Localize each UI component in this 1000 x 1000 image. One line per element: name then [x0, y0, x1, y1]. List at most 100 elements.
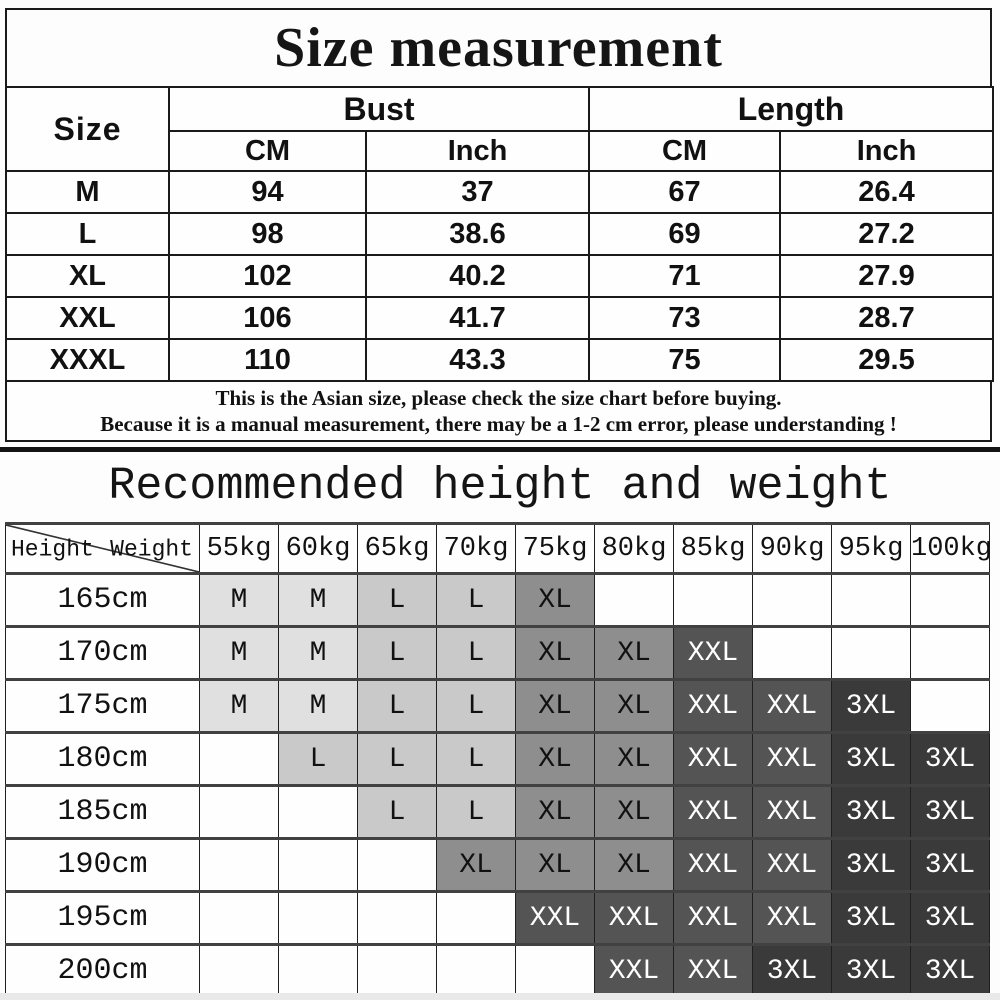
size-recommendation-cell: M — [278, 572, 358, 628]
size-table: Size Bust Length CM Inch CM Inch M 94 37 67… — [5, 86, 995, 382]
matrix-row: 165cm M M L L XL — [5, 572, 990, 628]
size-recommendation-cell: XXL — [673, 731, 753, 787]
bust-cm-header: CM — [168, 130, 367, 172]
empty-cell — [515, 943, 595, 999]
measurement-value: 37 — [364, 170, 591, 214]
empty-cell — [357, 943, 437, 999]
size-recommendation-cell: L — [357, 678, 437, 734]
measurement-value: 40.2 — [364, 254, 591, 298]
height-header-cell: 165cm — [5, 572, 200, 628]
size-recommendation-cell: L — [357, 572, 437, 628]
size-recommendation-cell: XL — [515, 731, 595, 787]
measurement-value: 69 — [588, 212, 782, 256]
matrix-row: 195cm XXL XXL XXL XXL 3XL 3XL — [5, 890, 990, 946]
empty-cell — [278, 784, 358, 840]
size-recommendation-cell: XXL — [752, 678, 832, 734]
size-recommendation-cell: M — [278, 625, 358, 681]
size-recommendation-cell: XXL — [752, 890, 832, 946]
size-recommendation-cell: XL — [436, 837, 516, 893]
weight-axis-label: Weight — [110, 535, 193, 562]
size-recommendation-cell: M — [199, 572, 279, 628]
recommend-title: Recommended height and weight — [108, 461, 892, 512]
size-recommendation-cell: XL — [515, 572, 595, 628]
empty-cell — [278, 837, 358, 893]
size-table-body: M 94 37 67 26.4 L 98 38.6 69 27.2 XL 102 40.2 71 27.9 X… — [5, 170, 995, 382]
size-recommendation-cell: XXL — [594, 943, 674, 999]
size-table-row: XXXL 110 43.3 75 29.5 — [5, 338, 995, 382]
empty-cell — [199, 837, 279, 893]
size-recommendation-cell: 3XL — [831, 943, 911, 999]
size-recommendation-cell: 3XL — [910, 731, 990, 787]
empty-cell — [594, 572, 674, 628]
size-recommendation-cell: XXL — [673, 784, 753, 840]
size-table-row: M 94 37 67 26.4 — [5, 170, 995, 214]
size-recommendation-cell: L — [436, 731, 516, 787]
size-table-row: XXL 106 41.7 73 28.7 — [5, 296, 995, 340]
measurement-value: 73 — [588, 296, 782, 340]
title-box: Size measurement — [5, 8, 992, 88]
corner-cell: Height Weight — [5, 522, 200, 575]
size-recommendation-cell: XXL — [673, 625, 753, 681]
size-recommendation-cell: 3XL — [831, 731, 911, 787]
size-recommendation-cell: 3XL — [831, 837, 911, 893]
height-header-cell: 190cm — [5, 837, 200, 893]
measurement-value: 41.7 — [364, 296, 591, 340]
empty-cell — [199, 784, 279, 840]
size-recommendation-cell: M — [278, 678, 358, 734]
length-group-header: Length — [588, 86, 995, 132]
size-row-label: XL — [5, 254, 170, 298]
size-recommendation-cell: XXL — [752, 784, 832, 840]
size-recommendation-cell: XXL — [673, 943, 753, 999]
measurement-value: 27.9 — [779, 254, 995, 298]
size-recommendation-cell: XXL — [515, 890, 595, 946]
size-recommendation-cell: M — [199, 625, 279, 681]
note-line-2: Because it is a manual measurement, ther… — [100, 412, 897, 436]
note-box: This is the Asian size, please check the… — [5, 380, 992, 442]
size-recommendation-cell: 3XL — [910, 943, 990, 999]
size-table-group-header-row: Size Bust Length — [5, 86, 995, 172]
size-recommendation-cell: 3XL — [910, 837, 990, 893]
weight-header-cell: 95kg — [831, 522, 911, 575]
empty-cell — [910, 678, 990, 734]
measurement-value: 110 — [168, 338, 367, 382]
height-weight-matrix: Height Weight 55kg 60kg 65kg 70kg 75kg 80kg 85… — [5, 522, 992, 999]
measurement-value: 26.4 — [779, 170, 995, 214]
section-divider — [0, 447, 1000, 452]
size-recommendation-cell: 3XL — [831, 678, 911, 734]
size-recommendation-cell: XXL — [673, 890, 753, 946]
size-recommendation-cell: L — [436, 678, 516, 734]
size-recommendation-cell: L — [278, 731, 358, 787]
size-recommendation-cell: L — [357, 625, 437, 681]
measurement-value: 43.3 — [364, 338, 591, 382]
height-header-cell: 170cm — [5, 625, 200, 681]
size-recommendation-cell: L — [357, 784, 437, 840]
height-header-cell: 185cm — [5, 784, 200, 840]
size-recommendation-cell: XXL — [673, 837, 753, 893]
weight-header-cell: 65kg — [357, 522, 437, 575]
measurement-value: 67 — [588, 170, 782, 214]
weight-header-cell: 100kg — [910, 522, 992, 575]
size-recommendation-cell: XL — [594, 678, 674, 734]
height-header-cell: 200cm — [5, 943, 200, 999]
weight-header-cell: 85kg — [673, 522, 753, 575]
empty-cell — [752, 572, 832, 628]
empty-cell — [831, 625, 911, 681]
size-recommendation-cell: L — [436, 784, 516, 840]
size-row-label: L — [5, 212, 170, 256]
weight-header-cell: 80kg — [594, 522, 674, 575]
size-recommendation-cell: 3XL — [831, 890, 911, 946]
size-recommendation-cell: XL — [515, 784, 595, 840]
size-recommendation-cell: XXL — [673, 678, 753, 734]
size-recommendation-cell: XL — [515, 625, 595, 681]
weight-header-cell: 70kg — [436, 522, 516, 575]
size-recommendation-cell: 3XL — [831, 784, 911, 840]
size-recommendation-cell: XL — [594, 731, 674, 787]
size-recommendation-cell: L — [357, 731, 437, 787]
size-recommendation-cell: XL — [515, 837, 595, 893]
empty-cell — [199, 731, 279, 787]
size-table-row: L 98 38.6 69 27.2 — [5, 212, 995, 256]
bottom-strip — [0, 993, 1000, 1000]
weight-header-cell: 75kg — [515, 522, 595, 575]
matrix-row: 175cm M M L L XL XL XXL XXL 3XL — [5, 678, 990, 734]
matrix-row: 170cm M M L L XL XL XXL — [5, 625, 990, 681]
